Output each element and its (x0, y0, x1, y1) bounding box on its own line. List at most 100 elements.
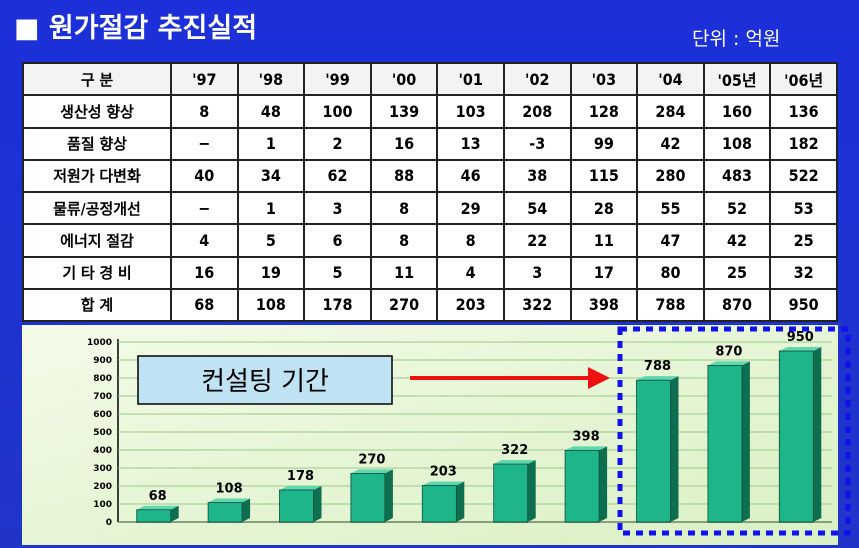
cell: 19 (236, 255, 306, 290)
y-tick-label: 0 (106, 518, 112, 528)
row: 물류/공정개선 −1 3 8 29 54 28 55 52 53 (22, 190, 838, 226)
bar-side (242, 498, 251, 522)
bar-top (136, 505, 179, 510)
row-label: 저원가 다변화 (22, 158, 172, 194)
cell: 11 (569, 223, 639, 258)
row: 생산성 향상 8 48 100 139 103 208 128 284 160 136 (22, 94, 838, 129)
cell: 115 (569, 158, 639, 194)
annotation: 컨설팅 기간 (201, 367, 329, 397)
cell: 398 (569, 287, 639, 323)
y-tick-label: 1000 (87, 338, 112, 348)
cell: 42 (636, 126, 705, 161)
cell: 280 (636, 158, 705, 194)
cell: '00 (369, 61, 439, 97)
cell: − (170, 190, 239, 226)
cell: 22 (502, 223, 572, 258)
row-label: 품질 향상 (22, 126, 172, 161)
bar-top (707, 361, 750, 366)
cell: 48 (236, 94, 306, 129)
cell: 178 (303, 287, 372, 323)
row-label: 생산성 향상 (22, 94, 172, 129)
cell: 160 (702, 94, 772, 129)
bar (350, 472, 386, 523)
bar (564, 449, 600, 523)
value-label: 870 (715, 344, 742, 359)
cell: 108 (702, 126, 772, 161)
cell: 6 (303, 223, 372, 258)
cell: 32 (769, 255, 838, 290)
cell: 100 (303, 94, 372, 129)
cell: 53 (769, 190, 838, 226)
row: 에너지 절감 4 5 6 8 8 22 11 47 42 25 (22, 223, 838, 258)
cell: 3 (303, 190, 372, 226)
bar (207, 502, 243, 523)
value-label: 68 (149, 489, 167, 504)
cell: 8 (369, 223, 439, 258)
unit: 단위 : 억원 (692, 28, 781, 50)
row-label: 합 계 (22, 287, 172, 323)
bar-top (493, 460, 536, 465)
bar-top (422, 481, 465, 486)
cell: 16 (170, 255, 239, 290)
cell: − (170, 126, 239, 161)
value-label: 178 (287, 469, 314, 484)
y-tick-label: 200 (93, 482, 112, 492)
cell: 2 (303, 126, 372, 161)
cell: 17 (569, 255, 639, 290)
cell: 55 (636, 190, 705, 226)
row-label: 물류/공정개선 (22, 190, 172, 226)
bar (636, 379, 671, 523)
cell: 47 (636, 223, 705, 258)
highlight-box (617, 326, 851, 536)
cell: 788 (636, 287, 705, 323)
cell: 54 (502, 190, 572, 226)
title: ■ 원가절감 추진실적 (14, 13, 258, 44)
cell: 128 (569, 94, 639, 129)
bar (707, 365, 743, 523)
cell: 108 (236, 287, 306, 323)
row-label: 에너지 절감 (22, 223, 172, 258)
row-label: 기 타 경 비 (22, 255, 172, 290)
cell: 139 (369, 94, 439, 129)
y-tick-label: 900 (93, 356, 112, 366)
header-row: 구 분 '97'98'99'00'01'02'03'04'05년 '06년 (22, 61, 838, 97)
cell: 25 (769, 223, 838, 258)
cell: 62 (303, 158, 372, 194)
bar (421, 485, 457, 523)
bar-top (636, 376, 679, 381)
y-tick-label: 100 (93, 500, 112, 510)
bar (493, 463, 529, 523)
cell: -3 (502, 126, 572, 161)
y-tick-label: 400 (93, 446, 112, 456)
row: 합 계 68 108 178 270 203 322 398 788 870 950 (22, 287, 838, 323)
cell: 38 (502, 158, 572, 194)
bar-side (527, 460, 536, 522)
bar (136, 509, 172, 523)
bar-top (779, 347, 822, 351)
value-label: 108 (216, 482, 243, 497)
row: 품질 향상 −1 2 16 13 -3 99 42 108 182 (22, 126, 838, 161)
cell: 1 (236, 126, 306, 161)
bar-side (670, 376, 679, 522)
cell: '04 (636, 61, 705, 97)
row-label: 구 분 (22, 61, 172, 97)
cell: 16 (369, 126, 439, 161)
cell: 80 (636, 255, 705, 290)
bar-side (741, 361, 750, 522)
cell: 4 (436, 255, 505, 290)
cell: 208 (502, 94, 572, 129)
y-tick-label: 700 (93, 392, 112, 402)
y-tick-label: 300 (93, 464, 112, 474)
cell: 29 (436, 190, 505, 226)
cell: 8 (369, 190, 439, 226)
bar-top (350, 469, 393, 474)
cell: 3 (502, 255, 572, 290)
value-label: 203 (430, 464, 457, 479)
cell: 8 (170, 94, 239, 129)
bar-side (170, 505, 179, 522)
cell: 182 (769, 126, 838, 161)
cell: '05년 (702, 61, 772, 97)
cell: '97 (170, 61, 239, 97)
cell: 28 (569, 190, 639, 226)
bar-side (384, 469, 393, 522)
